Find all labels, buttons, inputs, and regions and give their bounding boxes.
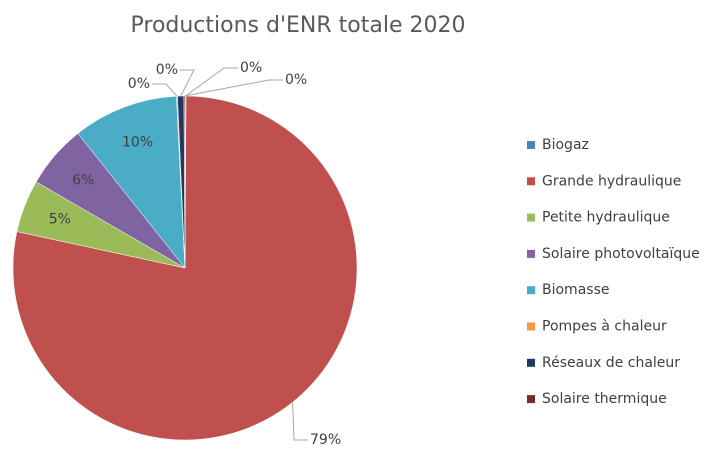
data-label: 6% <box>72 172 94 188</box>
legend-label: Grande hydraulique <box>542 173 681 189</box>
legend-swatch <box>527 213 535 222</box>
legend-label: Biomasse <box>542 282 609 298</box>
leader-line <box>180 69 195 97</box>
leader-line <box>184 79 283 97</box>
data-label: 0% <box>156 62 178 78</box>
leader-line <box>185 67 238 97</box>
legend-swatch <box>527 177 535 186</box>
legend-label: Biogaz <box>542 137 589 153</box>
data-label: 10% <box>122 134 153 150</box>
legend-swatch <box>527 286 535 295</box>
pie-slice <box>77 95 186 269</box>
data-label: 0% <box>128 76 150 92</box>
legend-swatch <box>527 358 535 367</box>
data-label: 0% <box>285 72 307 88</box>
legend-label: Solaire photovoltaïque <box>542 246 700 262</box>
leader-line <box>292 402 308 441</box>
data-label: 0% <box>240 60 262 76</box>
legend-label: Petite hydraulique <box>542 210 670 226</box>
legend-swatch <box>527 249 535 258</box>
legend-swatch <box>527 141 535 149</box>
legend-label: Réseaux de chaleur <box>542 355 680 371</box>
data-label: 5% <box>49 212 71 228</box>
leader-line <box>152 83 178 97</box>
legend-swatch <box>527 395 535 404</box>
chart-title: Productions d'ENR totale 2020 <box>131 13 466 38</box>
data-label: 79% <box>310 432 341 448</box>
legend-label: Pompes à chaleur <box>542 319 667 335</box>
legend-swatch <box>527 322 535 331</box>
legend-label: Solaire thermique <box>542 391 667 407</box>
